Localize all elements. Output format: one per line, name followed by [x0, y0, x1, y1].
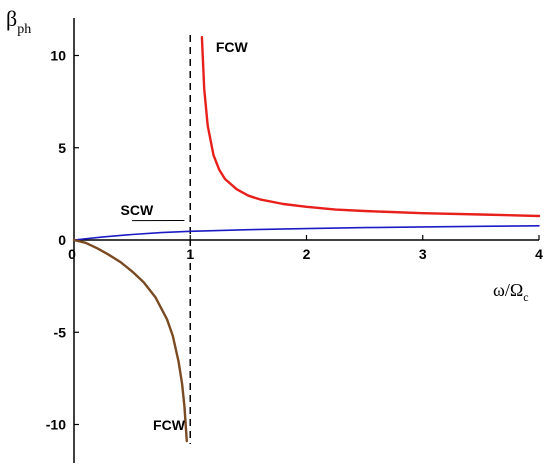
x-tick-label: 0	[68, 246, 76, 262]
fcw-lower-label: FCW	[153, 417, 186, 433]
y-axis-label-main: β	[6, 6, 17, 31]
y-tick-label: -5	[54, 324, 67, 340]
scw-label: SCW	[121, 202, 154, 218]
scw-curve	[73, 225, 540, 241]
y-tick-label: -10	[46, 417, 66, 433]
y-tick-label: 10	[50, 48, 66, 64]
x-tick-label: 2	[303, 246, 311, 262]
x-axis-label-main: ω/Ω	[493, 280, 523, 300]
y-tick-label: 5	[58, 140, 66, 156]
y-axis-label: βph	[6, 6, 31, 37]
x-tick-label: 4	[535, 246, 543, 262]
x-axis-label: ω/Ωc	[493, 280, 529, 304]
y-axis-label-sub: ph	[17, 22, 31, 37]
x-axis-label-sub: c	[523, 290, 528, 304]
y-axis-ticks: -10 -5 0 5 10	[46, 48, 79, 433]
x-tick-label: 3	[419, 246, 427, 262]
y-tick-label: 0	[58, 232, 66, 248]
fcw-lower-curve	[72, 238, 188, 443]
fcw-upper-curve	[200, 35, 541, 218]
curve-annotations: FCW SCW FCW	[121, 39, 249, 433]
fcw-upper-label: FCW	[216, 39, 249, 55]
curves	[72, 35, 541, 443]
axes	[73, 18, 539, 463]
x-axis-ticks: 01234	[68, 235, 543, 262]
